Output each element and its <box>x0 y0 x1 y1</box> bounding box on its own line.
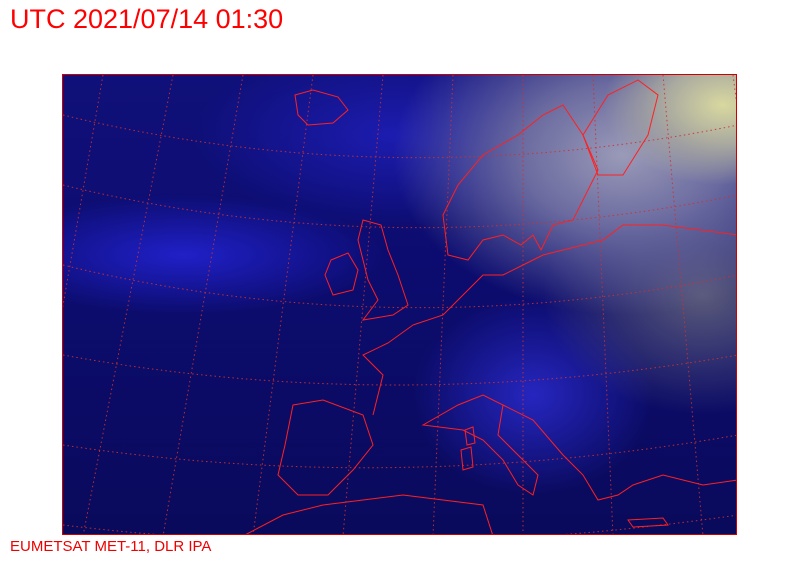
coast-sardinia <box>460 446 474 471</box>
coastlines <box>245 79 736 534</box>
coast-corsica <box>464 426 476 446</box>
longitude-line <box>82 75 174 534</box>
satellite-image <box>62 74 737 535</box>
longitude-line <box>592 75 614 534</box>
timestamp-title: UTC 2021/07/14 01:30 <box>10 4 284 34</box>
coast-iceland <box>294 89 349 126</box>
latitude-line <box>63 184 736 229</box>
coast-continent <box>412 224 736 326</box>
coast-france-south <box>362 324 414 416</box>
longitude-line <box>63 75 104 309</box>
map-overlay <box>63 75 736 534</box>
coast-africa <box>245 494 493 534</box>
longitude-line <box>432 75 454 534</box>
longitude-line <box>732 75 736 102</box>
coast-britain <box>357 219 409 321</box>
coast-iberia <box>277 399 374 496</box>
coast-ireland <box>324 252 359 296</box>
coast-balkans <box>502 404 736 501</box>
coast-crete <box>627 517 669 528</box>
coast-scandinavia <box>442 104 599 261</box>
latitude-line <box>63 354 736 386</box>
longitude-line <box>662 75 704 534</box>
coast-finland <box>582 79 659 176</box>
latitude-line <box>63 264 736 309</box>
data-source-credit: EUMETSAT MET-11, DLR IPA <box>10 538 212 555</box>
latitude-line <box>63 114 736 159</box>
coast-italy <box>421 394 539 496</box>
graticule <box>63 75 736 534</box>
longitude-line <box>252 75 314 534</box>
latitude-line <box>63 434 736 469</box>
longitude-line <box>342 75 384 534</box>
longitude-line <box>162 75 244 534</box>
